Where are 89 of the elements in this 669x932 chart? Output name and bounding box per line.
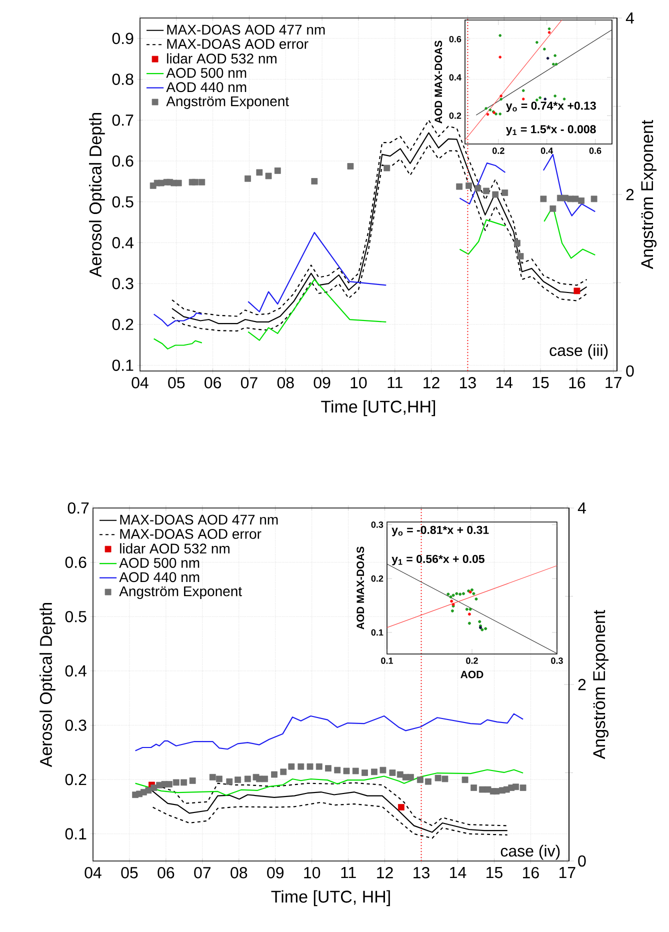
x-tick-label: 10 <box>350 377 367 388</box>
y-axis-title: AOD MAX-DOAS <box>356 546 364 630</box>
x-tick-label: 11 <box>388 377 402 388</box>
x-tick-label: 0.4 <box>540 148 554 154</box>
y-axis-title: AOD MAX-DOAS <box>434 40 442 124</box>
y-tick-label: 0.3 <box>112 278 134 290</box>
legend-label: AOD 440 nm <box>166 82 246 92</box>
x-tick-label: 16 <box>569 377 586 388</box>
annotation: case (iv) <box>500 844 560 860</box>
x-tick-label: 04 <box>84 867 102 878</box>
y-tick-label: 0.5 <box>112 196 134 208</box>
x-tick-label: 09 <box>267 867 284 878</box>
x-tick-label: 05 <box>121 867 138 878</box>
y-tick-label: 0.7 <box>68 502 89 514</box>
x-tick-label: 14 <box>450 867 466 878</box>
y2-tick-label: 0 <box>578 855 586 867</box>
y-tick-label: 0.1 <box>371 629 384 636</box>
annotation: y$_{1}$ = 0.56*x + 0.05 <box>392 554 484 566</box>
x-tick-label: 17 <box>559 867 576 878</box>
y-tick-label: 0.6 <box>65 556 86 568</box>
x-tick-label: 13 <box>460 377 476 388</box>
legend-label: MAX-DOAS AOD error <box>167 38 308 49</box>
y2-tick-label: 2 <box>626 188 634 200</box>
x-axis-title: AOD <box>460 670 484 678</box>
y-tick-label: 0.5 <box>65 610 86 622</box>
x-tick-label: 15 <box>486 867 502 878</box>
y-tick-label: 0.2 <box>65 774 86 786</box>
y-tick-label: 0.4 <box>112 237 134 248</box>
y2-axis-title: Angström Exponent <box>593 610 609 760</box>
x-tick-label: 09 <box>314 377 330 388</box>
y-tick-label: 0.7 <box>112 114 134 126</box>
y-tick-label: 0.6 <box>449 36 462 42</box>
x-tick-label: 0.1 <box>381 658 393 664</box>
y2-tick-label: 4 <box>626 12 634 24</box>
x-tick-label: 0.3 <box>551 658 563 664</box>
y-tick-label: 0.1 <box>65 828 86 840</box>
legend-label: MAX-DOAS AOD 477 nm <box>120 514 278 525</box>
x-tick-label: 0.2 <box>492 148 504 154</box>
x-tick-label: 13 <box>414 867 430 878</box>
legend-label: AOD 500 nm <box>119 558 200 568</box>
x-tick-label: 04 <box>132 377 148 388</box>
x-axis-title: Time [UTC,HH] <box>321 400 436 416</box>
x-tick-label: 06 <box>158 867 174 878</box>
x-tick-label: 08 <box>230 867 248 878</box>
y-tick-label: 0.4 <box>65 665 86 677</box>
y-tick-label: 0.6 <box>112 155 134 167</box>
legend-label: MAX-DOAS AOD error <box>120 528 262 539</box>
x-axis-title: Time [UTC, HH] <box>271 890 390 906</box>
y2-tick-label: 4 <box>578 502 586 514</box>
legend-label: MAX-DOAS AOD 477 nm <box>167 24 325 35</box>
x-tick-label: 08 <box>277 377 294 388</box>
x-tick-label: 11 <box>341 867 356 878</box>
x-tick-label: 06 <box>204 377 222 388</box>
x-tick-label: 12 <box>424 377 440 388</box>
y-tick-label: 0.8 <box>112 74 134 85</box>
y-tick-label: 0.3 <box>65 720 86 731</box>
x-tick-label: 07 <box>240 377 258 388</box>
y2-tick-label: 0 <box>626 365 634 377</box>
x-tick-label: 17 <box>606 377 622 388</box>
x-tick-label: 0.2 <box>466 658 478 664</box>
x-tick-label: 15 <box>532 377 549 388</box>
legend-label: Angström Exponent <box>119 586 242 600</box>
x-tick-label: 05 <box>168 377 185 388</box>
x-tick-label: 16 <box>523 867 539 878</box>
y-tick-label: 0.2 <box>112 318 134 330</box>
y-axis-title: Aerosol Optical Depth <box>89 112 105 278</box>
annotation: y$_{o}$ = -0.81*x + 0.31 <box>392 526 489 536</box>
y-tick-label: 0.9 <box>112 32 134 44</box>
y2-tick-label: 2 <box>578 678 586 690</box>
x-tick-label: 14 <box>496 377 513 388</box>
annotation: y$_{1}$ = 1.5*x - 0.008 <box>506 125 596 136</box>
legend-label: Angström Exponent <box>166 96 289 110</box>
y-axis-title: Aerosol Optical Depth <box>40 602 56 768</box>
legend-label: AOD 440 nm <box>119 572 200 582</box>
y-tick-label: 0.2 <box>449 112 462 119</box>
legend-label: lidar AOD 532 nm <box>120 543 230 554</box>
x-tick-label: 0.6 <box>589 148 602 154</box>
annotation: y$_{o}$ = 0.74*x +0.13 <box>506 102 596 112</box>
y-tick-label: 0.3 <box>371 521 384 528</box>
y-tick-label: 0.1 <box>112 360 134 371</box>
x-tick-label: 12 <box>377 867 393 878</box>
legend-label: AOD 500 nm <box>166 68 246 78</box>
y-tick-label: 0.2 <box>371 575 384 582</box>
legend-label: lidar AOD 532 nm <box>167 53 276 64</box>
x-tick-label: 07 <box>194 867 211 878</box>
x-tick-label: 10 <box>304 867 320 878</box>
y-tick-label: 0.4 <box>449 74 462 81</box>
annotation: case (iii) <box>550 344 608 360</box>
y2-axis-title: Angström Exponent <box>641 120 657 270</box>
